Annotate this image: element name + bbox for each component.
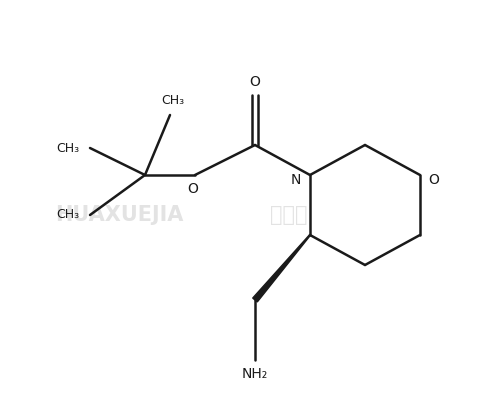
Text: O: O (249, 75, 261, 89)
Text: O: O (429, 173, 440, 187)
Text: 化学加: 化学加 (270, 205, 307, 225)
Text: CH₃: CH₃ (161, 94, 185, 108)
Text: N: N (291, 173, 301, 187)
Polygon shape (253, 235, 310, 302)
Text: CH₃: CH₃ (56, 208, 79, 222)
Text: O: O (188, 182, 199, 196)
Text: NH₂: NH₂ (242, 367, 268, 381)
Text: HUAXUEJIA: HUAXUEJIA (55, 205, 184, 225)
Text: CH₃: CH₃ (56, 142, 79, 154)
